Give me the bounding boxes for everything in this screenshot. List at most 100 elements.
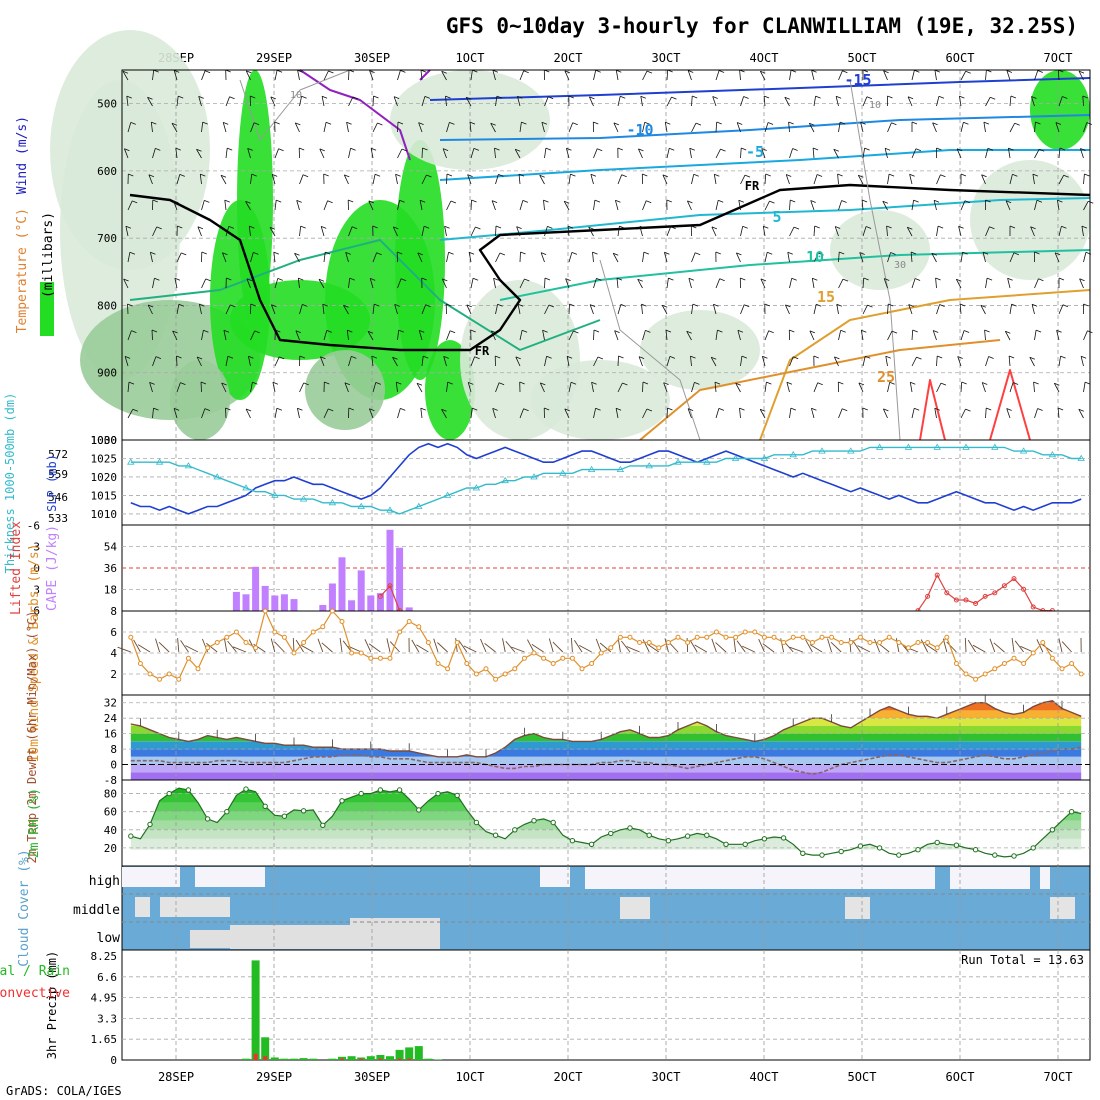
wind-speed-point (320, 624, 326, 630)
surface-wind-barb (389, 641, 400, 653)
rh2m-line (130, 787, 1082, 858)
wind-barb (124, 148, 129, 159)
wind-barb (299, 226, 302, 237)
wind-barb-flag (177, 225, 183, 229)
wind-barb (199, 174, 202, 185)
wind-barb (420, 70, 423, 81)
wind-barb-flag (665, 121, 671, 125)
wind-barb (222, 122, 227, 133)
wind-barb (470, 70, 473, 81)
wind-barb-flag (641, 303, 647, 307)
wind-barb-flag (178, 95, 184, 99)
cape-bar (376, 593, 384, 611)
wind-barb (397, 200, 400, 211)
wind-barb-flag (907, 96, 914, 100)
wind-barb (1030, 226, 1035, 237)
wind-barb-flag (443, 356, 449, 359)
thickness-marker (818, 447, 826, 454)
wind-barb (491, 200, 496, 211)
wind-barb (418, 122, 423, 133)
wind-barb (617, 226, 620, 237)
wind-barb-flag (254, 330, 260, 334)
wind-barb-flag (865, 355, 871, 359)
wind-barb (147, 304, 153, 315)
wind-barb-flag (324, 381, 330, 385)
wind-barb (813, 174, 818, 185)
wind-barb-flag (663, 382, 669, 385)
wind-barb-flag (200, 173, 206, 177)
wind-barb (322, 304, 325, 315)
wind-barb-flag (961, 381, 967, 385)
wind-barb-flag (594, 199, 601, 203)
wind-barb-flag (448, 251, 454, 255)
lifted-index-axis-label: Lifted Index (9, 521, 24, 615)
lifted-index-point (934, 572, 940, 578)
wind-barb-flag (817, 382, 823, 386)
wind-barb (150, 252, 153, 263)
surface-wind-barb (463, 645, 477, 653)
wind-barb (1034, 121, 1036, 133)
wind-barb (813, 382, 819, 393)
wind-barb (715, 278, 721, 289)
wind-barb-flag (811, 407, 817, 411)
wind-barb (323, 200, 328, 211)
wind-barb (392, 357, 398, 367)
wind-barb-flag (518, 173, 525, 177)
wind-barb-flag (810, 200, 816, 203)
wind-barb (664, 252, 668, 263)
wind-barb-flag (1013, 252, 1020, 256)
surface-wind-barb (989, 638, 996, 653)
wind-barb-flag (223, 122, 229, 125)
wind-barb (372, 174, 376, 185)
wind-barb-flag (319, 148, 325, 152)
wind-barb (152, 70, 155, 81)
wind-barb (862, 356, 866, 367)
tick-label: 0 (33, 562, 40, 575)
surface-wind-barb (137, 644, 151, 653)
wind-grid (122, 611, 1090, 695)
wind-barb-flag (181, 252, 187, 256)
tick-label: 8.25 (91, 950, 118, 963)
wind-barb-flag (909, 173, 915, 177)
wind-barb (838, 278, 844, 289)
wind-barb (710, 357, 717, 367)
surface-wind-barb (480, 638, 487, 653)
tick-label: -3 (27, 541, 40, 554)
wind-barb (1007, 278, 1011, 289)
contour-label: 10 (806, 248, 824, 266)
wind-barb-flag (475, 226, 481, 230)
surface-wind-barb (642, 639, 650, 653)
wind-barb (274, 70, 278, 81)
wind-barb (271, 304, 276, 315)
wind-barb-flag (1038, 278, 1044, 282)
wind-speed-point (598, 650, 604, 656)
wind-barb (348, 148, 351, 159)
temperature-band (130, 741, 1082, 750)
wind-barb-flag (246, 278, 253, 282)
wind-barb (640, 96, 643, 107)
date-label-bottom: 28SEP (158, 1070, 194, 1084)
thickness-marker (616, 465, 625, 472)
surface-wind-barb (617, 638, 621, 653)
wind-barb-flag (642, 381, 649, 385)
wind-barb-flag (369, 70, 375, 73)
wind-barb-flag (426, 174, 432, 178)
wind-barb (323, 252, 326, 263)
thickness-marker (789, 451, 797, 458)
wind-barb-flag (787, 251, 793, 255)
precip-total-bar (424, 1058, 433, 1060)
thickness-marker (328, 499, 337, 506)
wind-barb-flag (741, 147, 747, 151)
wind-barb-flag (889, 381, 895, 385)
wind-barb (248, 356, 251, 367)
tick-label: 6 (33, 605, 40, 618)
wind-barb (201, 200, 205, 211)
wind-barb (1032, 174, 1035, 185)
wind-barb-flag (515, 356, 521, 360)
wind-barb (592, 252, 594, 263)
wind-barb (225, 226, 230, 237)
surface-wind-barb (185, 645, 199, 653)
wind-barb (269, 227, 276, 237)
wind-barb (126, 96, 129, 107)
